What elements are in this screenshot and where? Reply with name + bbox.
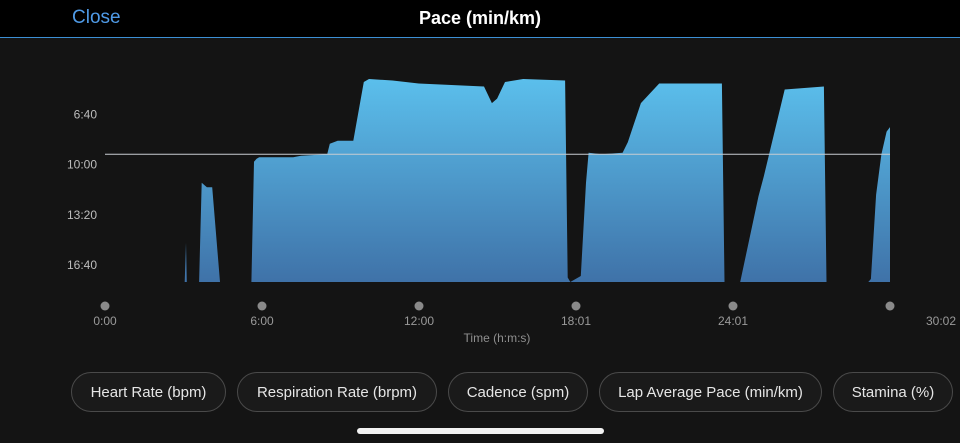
x-tick-dot (885, 301, 895, 311)
x-tick-label: 6:00 (250, 314, 274, 328)
x-axis-title: Time (h:m:s) (464, 331, 531, 345)
y-tick-label: 6:40 (74, 108, 98, 122)
pace-area-series (105, 79, 890, 282)
x-tick-label: 18:01 (561, 314, 591, 328)
top-bar: Close Pace (min/km) (0, 0, 960, 38)
x-tick-dot (728, 301, 738, 311)
close-button[interactable]: Close (72, 7, 121, 28)
y-axis-labels: 6:40 10:00 13:20 16:40 (67, 108, 97, 272)
y-tick-label: 13:20 (67, 208, 97, 222)
x-tick-label: 12:00 (404, 314, 434, 328)
x-tick-label: 30:02 (926, 314, 956, 328)
home-indicator (357, 428, 604, 434)
x-tick-dot (100, 301, 110, 311)
x-tick-dot (571, 301, 581, 311)
y-tick-label: 16:40 (67, 258, 97, 272)
metric-selector: Heart Rate (bpm) Respiration Rate (brpm)… (0, 372, 960, 412)
cadence-button[interactable]: Cadence (spm) (448, 372, 588, 412)
respiration-rate-button[interactable]: Respiration Rate (brpm) (237, 372, 437, 412)
x-axis: 0:00 6:00 12:00 18:01 24:01 30:02 (93, 301, 956, 328)
y-tick-label: 10:00 (67, 158, 97, 172)
x-tick-dot (257, 301, 267, 311)
x-tick-dot (414, 301, 424, 311)
heart-rate-button[interactable]: Heart Rate (bpm) (71, 372, 226, 412)
x-tick-label: 24:01 (718, 314, 748, 328)
x-tick-label: 0:00 (93, 314, 117, 328)
stamina-button[interactable]: Stamina (%) (833, 372, 953, 412)
pace-chart: 6:40 10:00 13:20 16:40 0:00 6:00 12:00 18:01 24… (67, 79, 956, 345)
page-title: Pace (min/km) (418, 8, 542, 28)
lap-average-pace-button[interactable]: Lap Average Pace (min/km) (599, 372, 822, 412)
